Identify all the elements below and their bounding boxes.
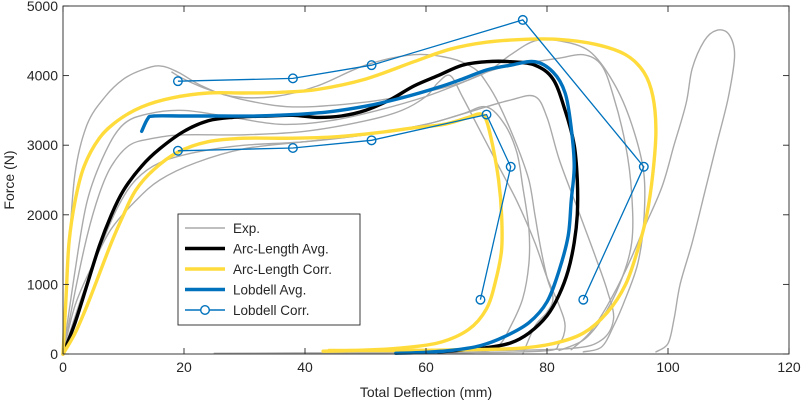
- x-tick-label-20: 20: [176, 359, 192, 375]
- lobdell-corr-line-13: [177, 113, 512, 300]
- lobdell-corr-marker-13-3: [366, 135, 377, 146]
- x-tick-label-100: 100: [656, 359, 680, 375]
- exp-curve-1: [62, 53, 554, 355]
- legend: Exp. Arc-Length Avg. Arc-Length Corr. Lobde…: [177, 213, 361, 326]
- series-layer: [61, 14, 736, 356]
- y-tick-label-0: 0: [50, 346, 58, 362]
- y-tick-label-2000: 2000: [27, 207, 58, 223]
- arc-length-avg-curve-8: [61, 59, 580, 356]
- lobdell-avg-curve-11: [140, 59, 576, 355]
- exp-curve-2: [62, 74, 566, 355]
- lobdell-corr-marker-13-1: [172, 145, 183, 156]
- lobdell-corr-marker-12-3: [366, 60, 377, 71]
- lobdell-corr-marker-13-6: [475, 294, 486, 305]
- y-tick-label-4000: 4000: [27, 68, 58, 84]
- legend-marker-lobdell-corr: [199, 305, 210, 316]
- exp-curve-6: [62, 105, 531, 355]
- lobdell-corr-marker-13-2: [287, 142, 298, 153]
- lobdell-corr-marker-12-4: [517, 14, 528, 25]
- arc-length-corr-curve-10: [61, 112, 504, 356]
- exp-curve-3: [62, 94, 615, 355]
- arc-length-corr-curve-9: [61, 37, 658, 356]
- lobdell-corr-marker-12-2: [287, 73, 298, 84]
- x-axis-label: Total Deflection (mm): [360, 384, 492, 400]
- legend-label-lobdell-corr: Lobdell Corr.: [233, 303, 310, 318]
- legend-label-arc-length-corr: Arc-Length Corr.: [233, 262, 332, 277]
- lobdell-corr-marker-12-5: [638, 161, 649, 172]
- lobdell-corr-marker-13-5: [505, 161, 516, 172]
- exp-curve-7: [570, 29, 736, 353]
- x-tick-label-60: 60: [418, 359, 434, 375]
- lobdell-corr-marker-12-6: [578, 294, 589, 305]
- x-tick-label-120: 120: [777, 359, 801, 375]
- y-tick-label-1000: 1000: [27, 276, 58, 292]
- legend-label-exp: Exp.: [233, 221, 260, 236]
- lobdell-corr-marker-12-1: [172, 76, 183, 87]
- legend-label-arc-length-avg: Arc-Length Avg.: [233, 242, 329, 257]
- lobdell-corr-marker-13-4: [481, 109, 492, 120]
- x-tick-label-80: 80: [539, 359, 555, 375]
- y-tick-label-5000: 5000: [27, 0, 58, 14]
- lobdell-corr-line-12: [177, 19, 645, 300]
- y-tick-label-3000: 3000: [27, 137, 58, 153]
- x-tick-label-0: 0: [59, 359, 67, 375]
- legend-label-lobdell-avg: Lobdell Avg.: [233, 283, 306, 298]
- y-axis-label: Force (N): [1, 150, 17, 209]
- x-tick-label-40: 40: [297, 359, 313, 375]
